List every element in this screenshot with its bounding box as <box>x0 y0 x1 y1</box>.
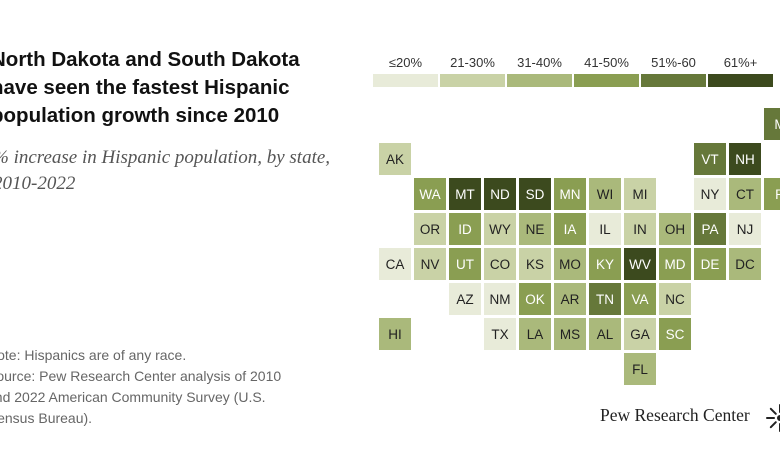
state-tile-nj: NJ <box>729 213 761 245</box>
legend-swatch <box>708 74 773 87</box>
state-tile-ut: UT <box>449 248 481 280</box>
state-tile-ia: IA <box>554 213 586 245</box>
legend-label: 51%-60 <box>651 55 696 70</box>
state-tile-ks: KS <box>519 248 551 280</box>
chart-title: North Dakota and South Dakota have seen … <box>0 48 300 127</box>
state-tile-ne: NE <box>519 213 551 245</box>
state-tile-dc: DC <box>729 248 761 280</box>
legend-item: 51%-60 <box>641 55 706 87</box>
legend-item: ≤20% <box>373 55 438 87</box>
state-tile-sc: SC <box>659 318 691 350</box>
state-tile-nc: NC <box>659 283 691 315</box>
state-tile-ny: NY <box>694 178 726 210</box>
state-tile-la: LA <box>519 318 551 350</box>
state-tile-nv: NV <box>414 248 446 280</box>
state-tile-ct: CT <box>729 178 761 210</box>
state-tile-wi: WI <box>589 178 621 210</box>
state-tile-al: AL <box>589 318 621 350</box>
state-tile-nm: NM <box>484 283 516 315</box>
state-tile-mn: MN <box>554 178 586 210</box>
legend-swatch <box>440 74 505 87</box>
legend-item: 41-50% <box>574 55 639 87</box>
legend-swatch <box>574 74 639 87</box>
state-tile-in: IN <box>624 213 656 245</box>
state-tile-il: IL <box>589 213 621 245</box>
state-tile-mi: MI <box>624 178 656 210</box>
legend-label: 61%+ <box>723 55 758 70</box>
state-tile-ak: AK <box>379 143 411 175</box>
state-tile-tx: TX <box>484 318 516 350</box>
state-tile-m: M <box>764 108 780 140</box>
state-tile-wa: WA <box>414 178 446 210</box>
state-tile-va: VA <box>624 283 656 315</box>
state-tile-fl: FL <box>624 353 656 385</box>
state-tile-pa: PA <box>694 213 726 245</box>
state-tile-mt: MT <box>449 178 481 210</box>
state-tile-de: DE <box>694 248 726 280</box>
state-tile-ga: GA <box>624 318 656 350</box>
state-tile-ar: AR <box>554 283 586 315</box>
state-tile-or: OR <box>414 213 446 245</box>
legend-swatch <box>373 74 438 87</box>
state-tile-id: ID <box>449 213 481 245</box>
legend-swatch <box>641 74 706 87</box>
state-tile-nh: NH <box>729 143 761 175</box>
state-tile-nd: ND <box>484 178 516 210</box>
state-tile-mo: MO <box>554 248 586 280</box>
state-tile-oh: OH <box>659 213 691 245</box>
state-tile-wy: WY <box>484 213 516 245</box>
legend-item: 31-40% <box>507 55 572 87</box>
state-tile-ok: OK <box>519 283 551 315</box>
state-tile-tn: TN <box>589 283 621 315</box>
state-tile-ms: MS <box>554 318 586 350</box>
legend-label: 41-50% <box>584 55 629 70</box>
state-tile-sd: SD <box>519 178 551 210</box>
state-tile-r: R <box>764 178 780 210</box>
legend-label: 21-30% <box>450 55 495 70</box>
legend-swatch <box>507 74 572 87</box>
note-block: Note: Hispanics are of any race. Source:… <box>0 345 287 429</box>
legend-item: 61%+ <box>708 55 773 87</box>
state-tile-wv: WV <box>624 248 656 280</box>
state-tile-az: AZ <box>449 283 481 315</box>
note-text: Note: Hispanics are of any race. <box>0 347 187 363</box>
chart-subtitle: % increase in Hispanic population, by st… <box>0 147 331 194</box>
legend-label: ≤20% <box>388 55 423 70</box>
legend-label: 31-40% <box>517 55 562 70</box>
state-tile-co: CO <box>484 248 516 280</box>
state-tile-md: MD <box>659 248 691 280</box>
state-tile-hi: HI <box>379 318 411 350</box>
brand-name: Pew Research Center <box>600 405 750 425</box>
legend-item: 21-30% <box>440 55 505 87</box>
state-tile-ky: KY <box>589 248 621 280</box>
pew-logo-icon <box>766 404 780 432</box>
state-tile-ca: CA <box>379 248 411 280</box>
source-text: Source: Pew Research Center analysis of … <box>0 368 282 426</box>
state-tile-vt: VT <box>694 143 726 175</box>
